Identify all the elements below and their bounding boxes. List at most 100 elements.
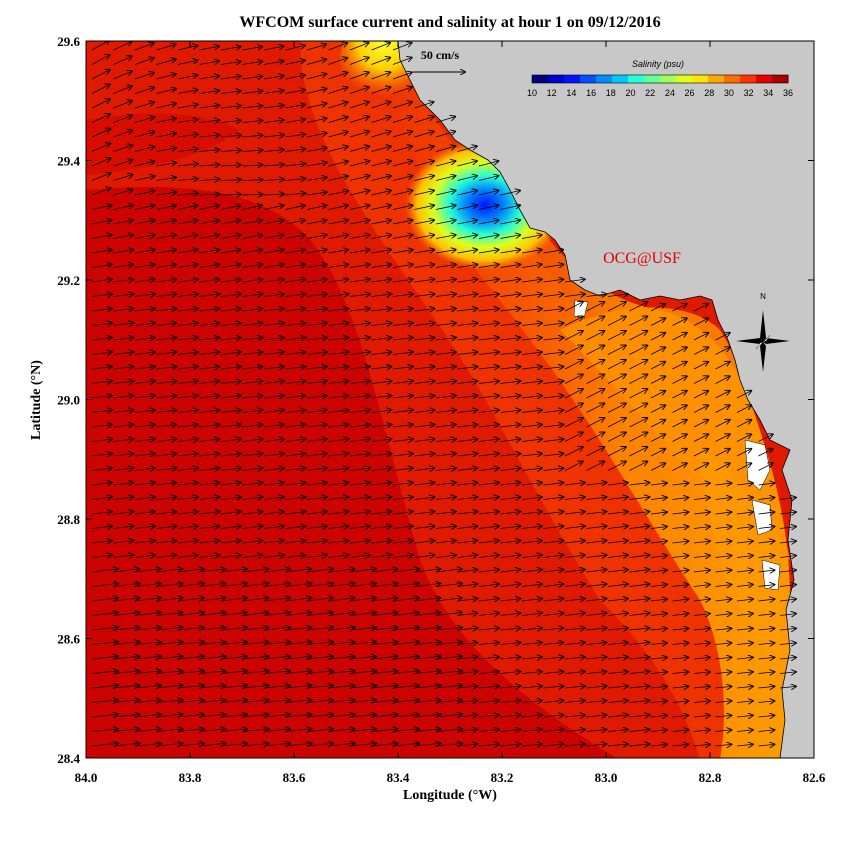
current-vector: [543, 294, 564, 296]
current-vector: [672, 376, 687, 384]
current-vector: [478, 338, 499, 340]
current-vector: [564, 432, 583, 442]
current-vector: [113, 42, 132, 51]
current-vector: [220, 91, 241, 94]
current-vector: [414, 294, 435, 296]
current-vector: [500, 396, 521, 398]
current-vector: [263, 194, 284, 195]
current-vector: [414, 381, 435, 383]
current-vector: [263, 264, 284, 267]
current-vector: [156, 163, 177, 166]
current-vector: [672, 483, 689, 485]
current-vector: [220, 410, 241, 412]
current-vector: [306, 583, 333, 586]
current-vector: [134, 294, 155, 296]
x-tick-label: 82.8: [699, 770, 722, 785]
current-vector: [736, 512, 753, 514]
current-vector: [435, 235, 456, 239]
current-vector: [586, 483, 607, 485]
current-vector: [134, 454, 155, 456]
current-vector: [371, 43, 391, 51]
current-vector: [263, 381, 284, 383]
current-vector: [543, 526, 564, 528]
current-vector: [199, 150, 220, 152]
current-vector: [113, 250, 134, 253]
current-vector: [134, 425, 155, 427]
current-vector: [306, 338, 327, 340]
current-vector: [435, 323, 456, 325]
current-vector: [521, 309, 542, 311]
current-vector: [715, 463, 730, 471]
current-vector: [134, 497, 155, 499]
current-vector: [263, 179, 284, 180]
current-vector: [457, 541, 478, 543]
current-vector: [500, 294, 521, 296]
current-vector: [177, 541, 198, 543]
current-vector: [263, 439, 284, 441]
current-vector: [263, 250, 284, 253]
current-vector: [242, 165, 263, 166]
current-vector: [349, 439, 370, 441]
current-vector: [457, 176, 477, 181]
current-vector: [500, 454, 521, 456]
current-vector: [715, 449, 730, 457]
current-vector: [134, 161, 154, 167]
current-vector: [199, 279, 220, 282]
current-vector: [113, 130, 133, 138]
current-vector: [328, 468, 349, 470]
current-vector: [113, 86, 133, 94]
current-vector: [199, 61, 220, 65]
current-vector: [414, 555, 435, 557]
current-vector: [91, 468, 112, 470]
current-vector: [177, 583, 204, 586]
current-vector: [156, 250, 177, 253]
current-vector: [177, 90, 198, 94]
current-vector: [220, 583, 247, 586]
current-vector: [199, 454, 220, 456]
current-vector: [435, 569, 462, 572]
current-vector: [177, 220, 198, 225]
current-vector: [607, 331, 626, 341]
current-vector: [156, 410, 177, 412]
current-vector: [91, 70, 110, 80]
current-vector: [134, 555, 155, 557]
current-vector: [457, 425, 478, 427]
current-vector: [478, 599, 499, 601]
current-vector: [91, 173, 111, 181]
current-vector: [328, 191, 349, 196]
current-vector: [328, 497, 349, 499]
current-vector: [715, 498, 732, 500]
current-vector: [306, 294, 327, 296]
current-vector: [263, 367, 284, 369]
current-vector: [521, 279, 542, 282]
current-vector: [478, 381, 499, 383]
current-vector: [242, 483, 263, 485]
current-vector: [392, 235, 413, 239]
current-vector: [371, 367, 392, 369]
current-vector: [113, 526, 134, 528]
current-vector: [586, 584, 607, 586]
colorbar-swatch: [708, 75, 725, 83]
current-vector: [285, 410, 306, 412]
current-vector: [306, 410, 327, 412]
current-vector: [263, 150, 284, 152]
current-vector: [371, 410, 392, 412]
current-vector: [328, 583, 355, 586]
current-vector: [586, 526, 607, 528]
current-vector: [521, 410, 542, 412]
current-vector: [306, 468, 327, 470]
current-vector: [607, 447, 626, 457]
current-vector: [349, 569, 376, 572]
current-vector: [306, 439, 327, 441]
current-vector: [199, 512, 220, 514]
current-vector: [693, 434, 708, 442]
current-vector: [91, 41, 109, 51]
current-vector: [693, 483, 710, 485]
current-vector: [199, 583, 226, 586]
current-vector: [242, 569, 269, 572]
current-vector: [349, 161, 369, 167]
current-vector: [220, 454, 241, 456]
current-vector: [113, 352, 134, 354]
current-vector: [392, 352, 413, 354]
